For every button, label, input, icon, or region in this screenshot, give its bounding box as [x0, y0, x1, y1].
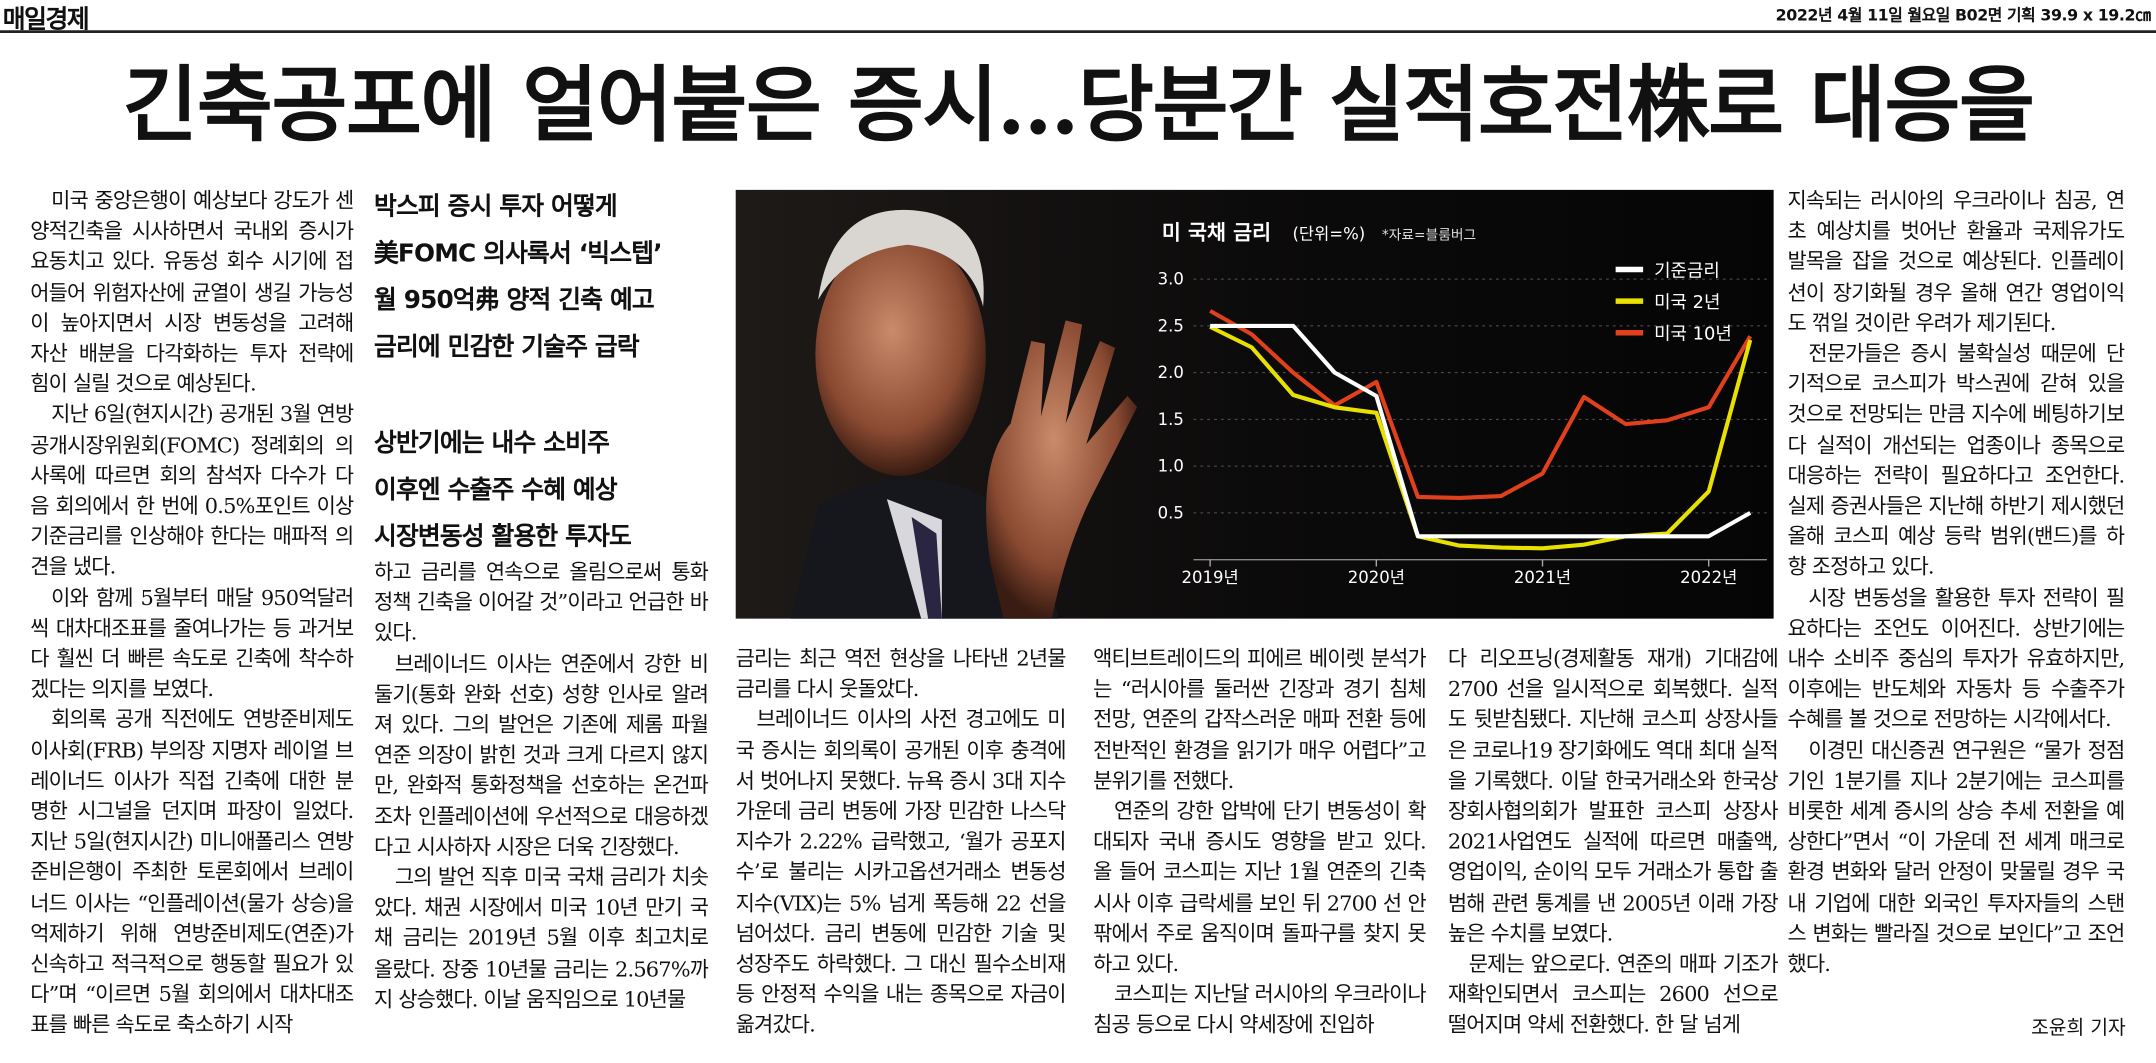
subhead: 금리에 민감한 기술주 급락	[374, 332, 640, 362]
photo-chart: 미 국채 금리 (단위=%) *자료=블룸버그 0.5 1.0 1.5 2.0 2.5 3.0 2…	[735, 189, 1774, 619]
series-line	[1209, 309, 1753, 500]
y-tick-label: 0.5	[1158, 503, 1184, 522]
text-column: 금리는 최근 역전 현상을 나타낸 2년물 금리를 다시 웃돌았다. 브레이너드 …	[736, 644, 1066, 1052]
x-tick-label: 2020년	[1348, 568, 1405, 587]
subhead: 시장변동성 활용한 투자도	[374, 522, 632, 552]
paragraph: 이와 함께 5월부터 매달 950억달러씩 대차대조표를 줄여나가는 등 과거보…	[30, 585, 354, 702]
text-column: 하고 금리를 연속으로 올림으로써 통화정책 긴축을 이어갈 것”이라고 언급한…	[374, 557, 708, 1055]
paragraph: 브레이너드 이사의 사전 경고에도 미국 증시는 회의록이 공개된 이후 충격에…	[735, 707, 1066, 1038]
paragraph: 브레이너드 이사는 연준에서 강한 비둘기(통화 완화 선호) 성향 인사로 알…	[374, 651, 709, 860]
headline: 긴축공포에 얼어붙은 증시…당분간 실적호전株로 대응을	[122, 57, 2035, 154]
subhead: 美FOMC 의사록서 ‘빅스텝’	[374, 239, 663, 269]
paragraph: 시장 변동성을 활용한 투자 전략이 필요하다는 조언도 이어진다. 상반기에는…	[1787, 585, 2125, 733]
photo-hair	[818, 209, 984, 307]
text-column: 미국 중앙은행이 예상보다 강도가 센 양적긴축을 시사하면서 국내외 증시가 …	[30, 186, 353, 1052]
legend-label: 기준금리	[1654, 260, 1720, 281]
paragraph: 지난 6일(현지시간) 공개된 3월 연방공개시장위원회(FOMC) 정례회의 …	[30, 402, 354, 580]
y-tick-label: 2.0	[1158, 363, 1184, 382]
subhead: 박스피 증시 투자 어떻게	[374, 192, 618, 222]
y-tick-label: 1.0	[1158, 457, 1184, 476]
paragraph: 지속되는 러시아의 우크라이나 침공, 연초 예상치를 벗어난 환율과 국제유가…	[1787, 188, 2125, 336]
paragraph: 금리는 최근 역전 현상을 나타낸 2년물 금리를 다시 웃돌았다.	[735, 646, 1066, 702]
paragraph: 전문가들은 증시 불확실성 때문에 단기적으로 코스피가 박스권에 갇혀 있을 …	[1787, 341, 2125, 580]
x-tick-label: 2021년	[1514, 568, 1571, 587]
paragraph: 그의 발언 직후 미국 국채 금리가 치솟았다. 채권 시장에서 미국 10년 …	[374, 864, 709, 1012]
paragraph: 미국 중앙은행이 예상보다 강도가 센 양적긴축을 시사하면서 국내외 증시가 …	[30, 188, 354, 397]
photo-hand	[986, 320, 1138, 619]
subhead: 이후엔 수출주 수혜 예상	[374, 475, 618, 505]
text-column: 지속되는 러시아의 우크라이나 침공, 연초 예상치를 벗어난 환율과 국제유가…	[1788, 186, 2125, 1052]
y-tick-label: 1.5	[1158, 410, 1184, 429]
x-tick-label: 2019년	[1182, 568, 1239, 587]
byline: 조윤희 기자	[2022, 1013, 2126, 1041]
series-line	[1210, 323, 1752, 539]
photo-tie	[911, 517, 942, 619]
subhead: 월 950억弗 양적 긴축 예고	[374, 286, 655, 315]
y-tick-label: 3.0	[1158, 270, 1184, 289]
dateline: 2022년 4월 11일 월요일 B02면 기획 39.9 x 19.2㎝	[1775, 5, 2151, 25]
paragraph: 회의록 공개 직전에도 연방준비제도이사회(FRB) 부의장 지명자 레이얼 브…	[30, 707, 354, 1038]
chart-subtitle: (단위=%)	[1293, 224, 1366, 243]
paragraph: 액티브트레이드의 피에르 베이렛 분석가는 “러시아를 둘러싼 긴장과 경기 침…	[1093, 646, 1426, 794]
paragraph: 다 리오프닝(경제활동 재개) 기대감에 2700 선을 일시적으로 회복했다.…	[1447, 646, 1778, 946]
chart-source: *자료=블룸버그	[1382, 227, 1476, 243]
subheads: 박스피 증시 투자 어떻게 美FOMC 의사록서 ‘빅스텝’ 월 950억弗 양적 …	[374, 184, 718, 561]
masthead-rule	[0, 30, 2156, 33]
text-column: 다 리오프닝(경제활동 재개) 기대감에 2700 선을 일시적으로 회복했다.…	[1448, 644, 1778, 1052]
series-line	[1209, 324, 1753, 551]
paragraph: 연준의 강한 압박에 단기 변동성이 확대되자 국내 증시도 영향을 받고 있다…	[1093, 798, 1426, 977]
paragraph: 하고 금리를 연속으로 올림으로써 통화정책 긴축을 이어갈 것”이라고 언급한…	[374, 559, 709, 646]
legend-label: 미국 10년	[1654, 324, 1732, 345]
paragraph: 코스피는 지난달 러시아의 우크라이나 침공 등으로 다시 약세장에 진입하	[1093, 982, 1426, 1038]
paper-name: 매일경제	[2, 5, 90, 35]
x-tick-label: 2022년	[1680, 568, 1737, 587]
legend-label: 미국 2년	[1654, 292, 1720, 313]
text-column: 액티브트레이드의 피에르 베이렛 분석가는 “러시아를 둘러싼 긴장과 경기 침…	[1093, 644, 1426, 1052]
chart-title: 미 국채 금리	[1162, 220, 1271, 244]
photo-face	[815, 233, 986, 476]
paragraph: 문제는 앞으로다. 연준의 매파 기조가 재확인되면서 코스피는 2600 선으…	[1447, 951, 1778, 1038]
paragraph: 이경민 대신증권 연구원은 “물가 정점기인 1분기를 지나 2분기에는 코스피…	[1787, 737, 2125, 977]
y-tick-label: 2.5	[1158, 316, 1184, 335]
subhead: 상반기에는 내수 소비주	[374, 429, 610, 458]
